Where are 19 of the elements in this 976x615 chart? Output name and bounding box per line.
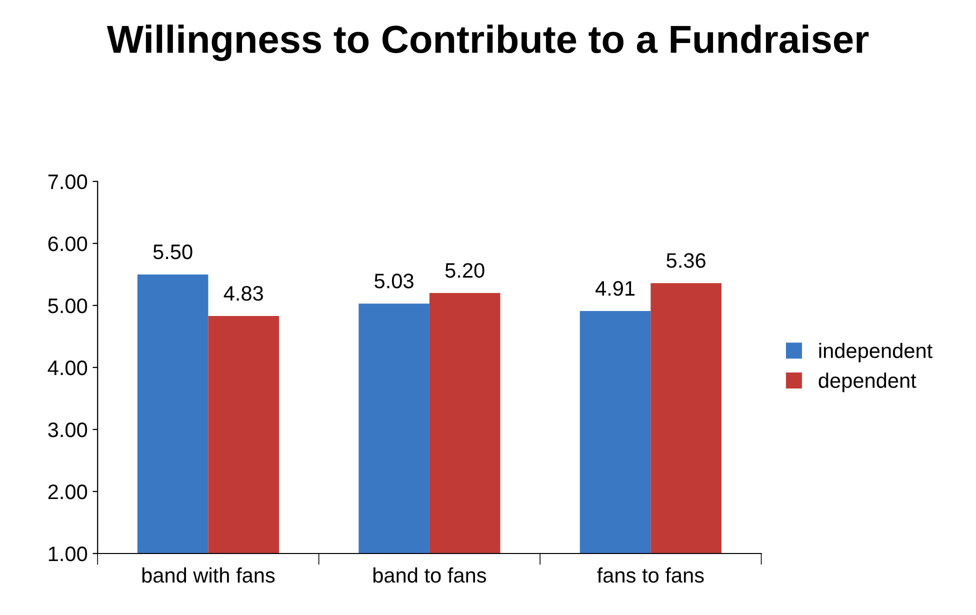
data-label: 5.20 [445,263,484,278]
legend-label: independent [819,342,932,362]
x-tick-label: band to fans [373,567,486,583]
data-label: 5.03 [374,274,414,288]
y-tick-label: 4.00 [48,360,88,376]
data-label: 4.83 [224,286,263,301]
y-tick-label: 6.00 [48,236,88,252]
data-label: 4.91 [595,281,635,296]
y-tick-label: 1.00 [48,546,88,562]
y-tick-label: 3.00 [48,422,88,438]
y-tick-label: 5.00 [48,298,88,314]
y-tick-label: 2.00 [48,484,88,500]
x-tick-label: band with fans [142,567,275,583]
legend-label: dependent [818,372,916,392]
data-label: 5.36 [666,253,706,268]
y-tick-label: 7.00 [48,174,88,190]
data-label: 5.50 [153,244,192,260]
chart-title: Willingness to Contribute to a Fundraiser [106,24,869,62]
x-tick-label: fans to fans [597,567,704,583]
